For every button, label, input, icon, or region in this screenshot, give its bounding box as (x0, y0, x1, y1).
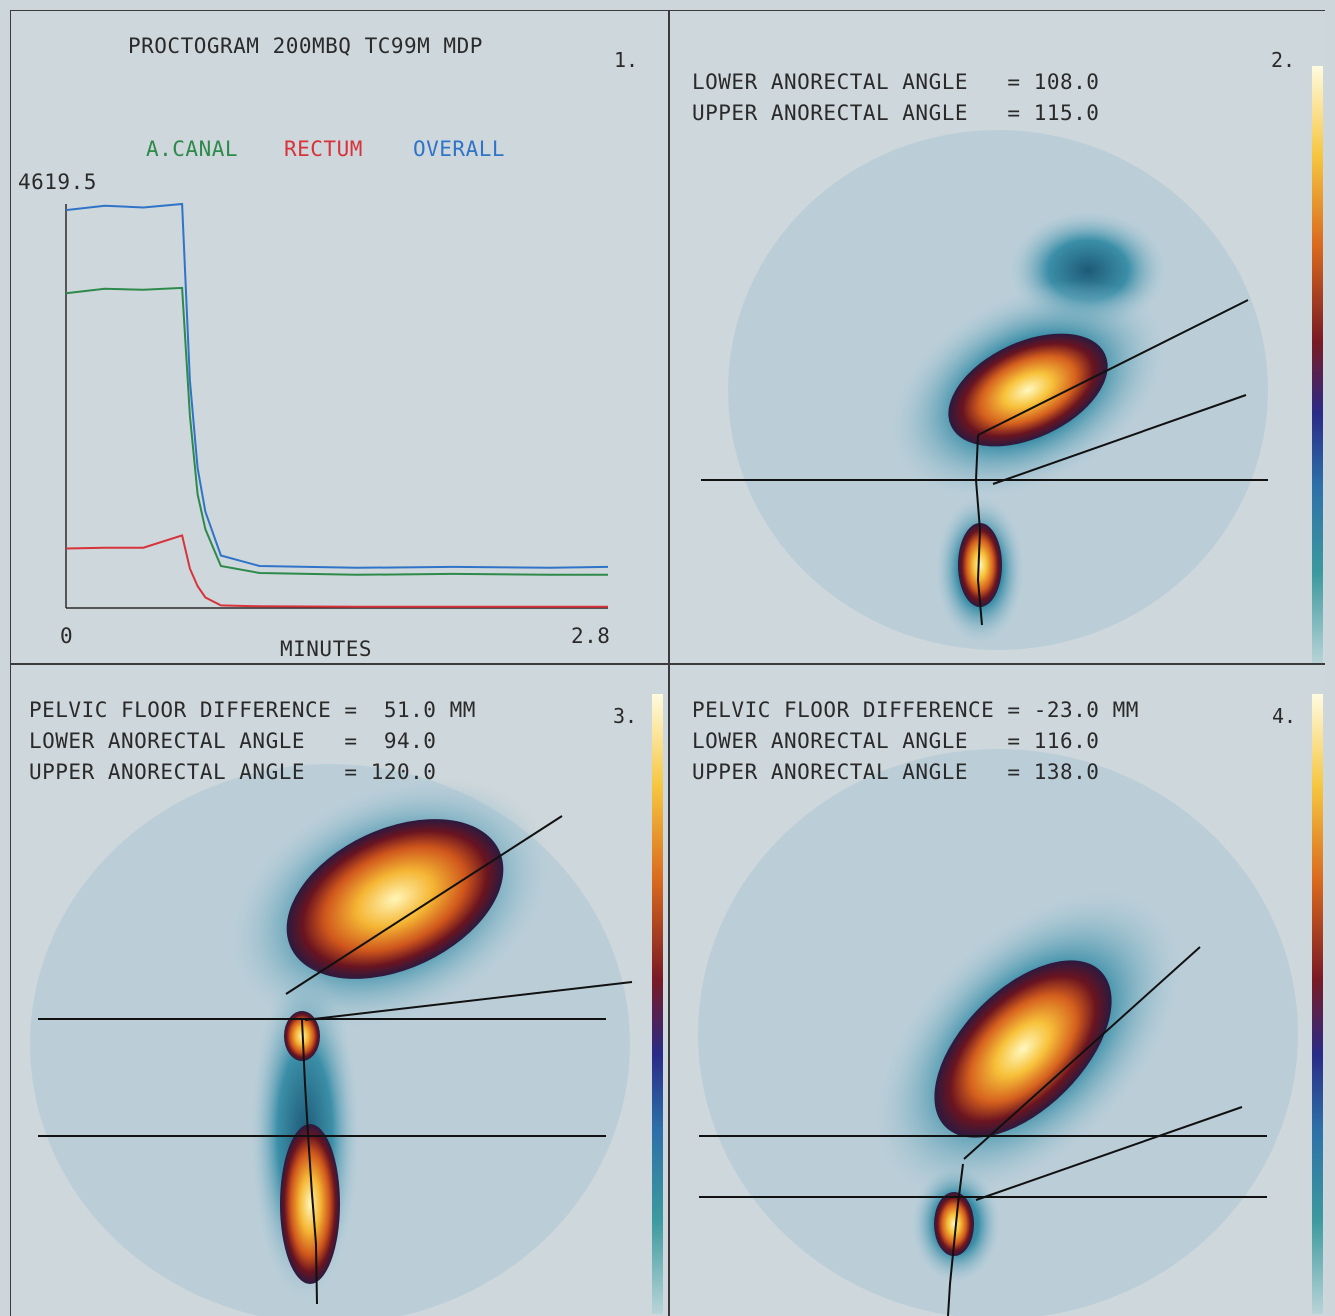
series-line-overall (65, 202, 609, 569)
canal-axis-line (301, 1019, 318, 1305)
canal-activity (958, 523, 1002, 607)
rectum-activity (286, 819, 504, 979)
upper-anorectal-angle-4: UPPER ANORECTAL ANGLE = 138.0 (692, 760, 1100, 784)
color-scale-bar-4 (1312, 694, 1323, 1314)
pelvic-floor-difference-3: PELVIC FLOOR DIFFERENCE = 51.0 MM (29, 698, 476, 722)
upper-axis-line (977, 299, 1249, 436)
rectum-activity (948, 333, 1108, 447)
panel-scan-3: PELVIC FLOOR DIFFERENCE = 51.0 MM LOWER … (10, 664, 668, 1316)
lower-axis-line (992, 394, 1247, 485)
upper-anorectal-angle-2: UPPER ANORECTAL ANGLE = 115.0 (692, 101, 1100, 125)
upper-axis-line (963, 946, 1201, 1160)
scan-image-4 (698, 749, 1298, 1316)
panel-number-1: 1. (614, 48, 639, 72)
legend-a-canal: A.CANAL (146, 137, 239, 161)
canal-axis-line (974, 434, 983, 626)
upper-axis-line (285, 815, 563, 995)
rectum-activity (934, 960, 1112, 1138)
color-scale-bar-3 (652, 694, 663, 1314)
series-line-a-canal (65, 286, 608, 576)
lower-axis-line (304, 981, 633, 1021)
x-axis-label: MINUTES (280, 637, 373, 661)
pelvic-floor-difference-4: PELVIC FLOOR DIFFERENCE = -23.0 MM (692, 698, 1139, 722)
lower-anorectal-angle-2: LOWER ANORECTAL ANGLE = 108.0 (692, 70, 1100, 94)
panel-number-4: 4. (1272, 704, 1297, 728)
color-scale-bar-2 (1312, 66, 1323, 664)
x-end-label: 2.8 (571, 624, 611, 648)
canal-activity-lower (280, 1124, 340, 1284)
canal-axis-line (947, 1163, 964, 1316)
horizontal-divider (10, 663, 1325, 665)
panel-number-3: 3. (613, 704, 638, 728)
lower-anorectal-angle-3: LOWER ANORECTAL ANGLE = 94.0 (29, 729, 437, 753)
panel-number-2: 2. (1271, 48, 1296, 72)
frame-top (10, 10, 1325, 11)
panel-scan-2: LOWER ANORECTAL ANGLE = 108.0 UPPER ANOR… (668, 10, 1325, 664)
legend-rectum: RECTUM (284, 137, 363, 161)
lower-axis-line (975, 1106, 1243, 1201)
series-line-rectum (65, 534, 608, 608)
upper-anorectal-angle-3: UPPER ANORECTAL ANGLE = 120.0 (29, 760, 437, 784)
panel-time-activity: PROCTOGRAM 200MBQ TC99M MDP 1. A.CANAL R… (10, 10, 668, 664)
x-start-label: 0 (60, 624, 74, 648)
lower-anorectal-angle-4: LOWER ANORECTAL ANGLE = 116.0 (692, 729, 1100, 753)
scan-image-2 (701, 130, 1268, 650)
y-max-label: 4619.5 (18, 170, 97, 194)
time-activity-chart (65, 202, 609, 609)
canal-activity (934, 1192, 974, 1256)
legend-overall: OVERALL (413, 137, 506, 161)
panel-scan-4: PELVIC FLOOR DIFFERENCE = -23.0 MM LOWER… (668, 664, 1325, 1316)
scan-image-3 (30, 764, 633, 1316)
proctogram-title: PROCTOGRAM 200MBQ TC99M MDP (128, 34, 483, 58)
